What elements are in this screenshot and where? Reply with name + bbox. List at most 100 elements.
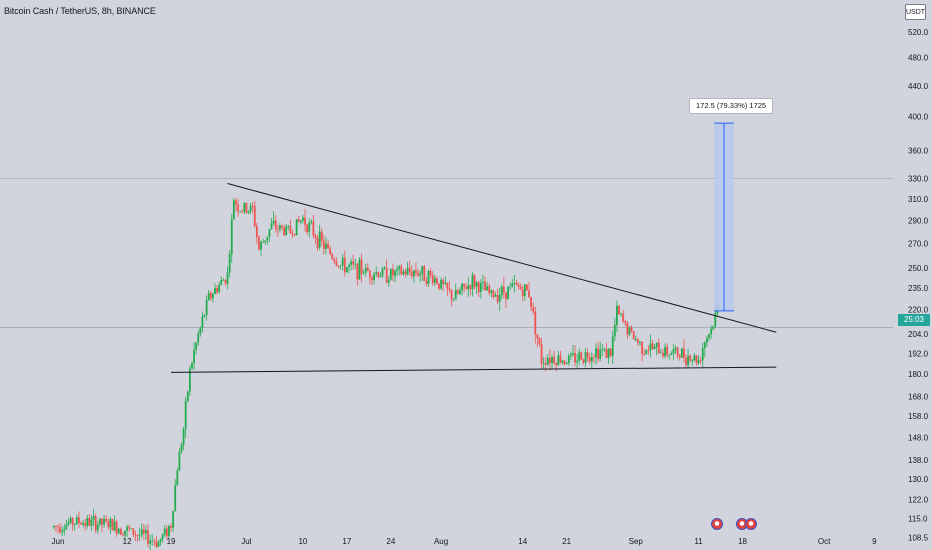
candle[interactable] [479,279,482,299]
candle[interactable] [500,284,503,300]
candle[interactable] [375,266,378,277]
candle[interactable] [373,271,375,285]
candle[interactable] [657,338,660,354]
candle[interactable] [193,342,195,371]
candle[interactable] [431,271,434,286]
candle[interactable] [59,523,61,535]
candle[interactable] [356,262,359,286]
candle[interactable] [664,343,666,359]
candle[interactable] [113,515,116,532]
candle[interactable] [304,208,306,232]
candle[interactable] [469,284,472,296]
candle[interactable] [699,356,702,365]
candle[interactable] [590,351,593,369]
candle[interactable] [243,202,246,215]
candle[interactable] [232,197,235,220]
candle[interactable] [201,311,204,333]
us-flag-event-icon[interactable] [745,518,757,530]
candle[interactable] [433,274,436,286]
candle[interactable] [592,353,595,363]
candle[interactable] [80,521,82,525]
candle[interactable] [392,263,394,282]
candle[interactable] [285,224,288,236]
candle[interactable] [511,278,514,288]
candle[interactable] [191,361,193,370]
candle[interactable] [136,534,139,542]
candle[interactable] [182,426,185,451]
candle[interactable] [609,348,612,358]
candle[interactable] [371,275,373,286]
candle[interactable] [121,531,124,537]
candle[interactable] [209,290,212,301]
candle[interactable] [142,523,145,541]
candle[interactable] [341,253,344,271]
candle[interactable] [65,520,68,530]
candle[interactable] [628,326,631,337]
candle[interactable] [297,215,300,223]
candle[interactable] [163,524,166,537]
candle[interactable] [276,224,279,238]
candle[interactable] [574,345,576,367]
candle[interactable] [465,283,468,290]
candle[interactable] [337,265,340,269]
candle[interactable] [703,341,706,358]
candle[interactable] [132,528,135,538]
candle[interactable] [639,340,641,346]
candle[interactable] [691,358,694,366]
candle[interactable] [128,524,131,532]
candle[interactable] [406,261,409,276]
candle[interactable] [452,298,455,302]
candle[interactable] [331,252,334,260]
candle[interactable] [672,343,675,360]
candle[interactable] [601,343,604,357]
candle[interactable] [69,515,72,524]
candle[interactable] [498,287,501,312]
candle[interactable] [57,524,59,534]
candle[interactable] [685,353,687,369]
candle[interactable] [636,337,639,347]
candle[interactable] [486,281,489,291]
candle[interactable] [517,282,520,290]
candle[interactable] [224,279,227,287]
candle[interactable] [291,229,294,239]
candle[interactable] [523,283,526,301]
candle[interactable] [389,268,392,281]
candle[interactable] [693,352,696,362]
candle[interactable] [247,210,250,215]
candle[interactable] [444,276,447,285]
candle[interactable] [241,209,244,214]
candle[interactable] [438,283,440,291]
candle[interactable] [314,233,317,245]
candle[interactable] [195,341,198,355]
candle[interactable] [63,524,66,536]
candle[interactable] [78,511,80,529]
candle[interactable] [559,350,562,365]
candle[interactable] [199,326,202,337]
candle[interactable] [322,234,325,255]
candle[interactable] [448,281,451,293]
candle[interactable] [471,271,474,297]
candle[interactable] [174,479,177,512]
candle[interactable] [417,269,419,277]
candle[interactable] [186,390,189,403]
candle[interactable] [138,527,141,541]
candle[interactable] [440,277,442,290]
candle[interactable] [266,236,269,245]
candle[interactable] [216,284,218,295]
candle[interactable] [364,263,367,277]
candle[interactable] [557,350,560,366]
horizontal-support-trendline[interactable] [171,366,777,373]
candle[interactable] [586,348,589,362]
candle[interactable] [536,334,539,348]
candle[interactable] [616,300,618,333]
candle[interactable] [488,283,491,296]
candle[interactable] [580,351,583,360]
candle[interactable] [567,353,570,366]
candle[interactable] [689,354,692,363]
candle[interactable] [274,215,277,233]
candle[interactable] [197,330,200,346]
candle[interactable] [325,237,327,255]
candle[interactable] [435,276,438,285]
candle[interactable] [565,361,568,365]
